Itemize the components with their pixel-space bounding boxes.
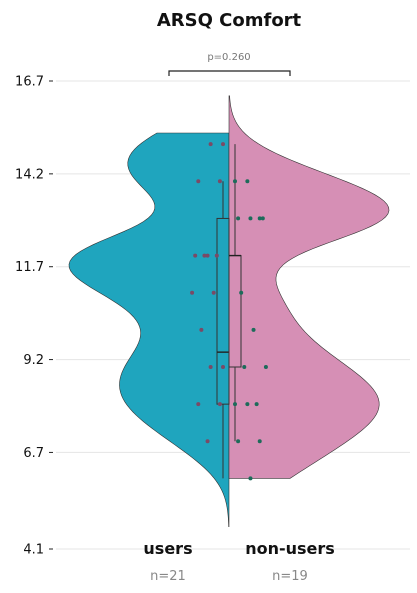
point-layer xyxy=(190,142,268,481)
box-users xyxy=(216,217,230,405)
data-point-non-users xyxy=(251,327,256,332)
data-point-users xyxy=(196,179,201,184)
y-tick-label: 11.7 xyxy=(15,260,44,275)
data-point-non-users xyxy=(236,216,241,221)
data-point-users xyxy=(205,253,210,258)
count-label-users: n=21 xyxy=(150,569,186,584)
y-tick-layer: 4.1 6.7 9.2 11.7 14.2 16.7 xyxy=(15,75,53,558)
data-point-non-users xyxy=(260,216,265,221)
y-tick-label: 6.7 xyxy=(23,446,44,461)
box-layer xyxy=(216,144,242,479)
data-point-non-users xyxy=(257,439,262,444)
data-point-non-users xyxy=(233,402,237,407)
data-point-users xyxy=(196,402,201,407)
data-point-users xyxy=(199,327,204,332)
y-tick-label: 9.2 xyxy=(23,353,44,368)
data-point-non-users xyxy=(263,365,268,369)
count-label-non-users: n=19 xyxy=(272,569,308,584)
data-point-users xyxy=(214,253,219,258)
data-point-non-users xyxy=(242,365,247,369)
data-point-users xyxy=(208,142,213,147)
violin-layer xyxy=(68,95,390,528)
p-value-label: p=0.260 xyxy=(207,52,250,63)
data-point-users xyxy=(217,179,222,184)
data-point-users xyxy=(193,253,198,258)
significance-bracket-line xyxy=(168,70,291,76)
data-point-non-users xyxy=(233,179,237,184)
data-point-users xyxy=(208,365,213,369)
data-point-users xyxy=(205,439,210,444)
data-point-users xyxy=(190,290,195,295)
category-label-non-users: non-users xyxy=(245,539,335,558)
data-point-non-users xyxy=(248,216,253,221)
data-point-users xyxy=(211,290,216,295)
significance-bracket: p=0.260 xyxy=(168,52,291,76)
violin-non-users xyxy=(228,95,390,479)
y-tick-label: 14.2 xyxy=(15,167,44,182)
data-point-users xyxy=(202,253,207,258)
y-tick-label: 16.7 xyxy=(15,75,44,90)
chart-title: ARSQ Comfort xyxy=(157,10,302,31)
box-non-users xyxy=(228,255,242,368)
category-label-users: users xyxy=(143,539,192,558)
data-point-non-users xyxy=(248,476,253,481)
data-point-non-users xyxy=(245,402,250,407)
violin-users xyxy=(68,132,230,528)
data-point-users xyxy=(221,142,225,147)
data-point-non-users xyxy=(245,179,250,184)
data-point-non-users xyxy=(239,290,244,295)
data-point-non-users xyxy=(257,216,262,221)
y-tick-label: 4.1 xyxy=(23,543,44,558)
data-point-users xyxy=(217,402,222,407)
data-point-non-users xyxy=(254,402,259,407)
data-point-non-users xyxy=(236,439,241,444)
data-point-users xyxy=(221,365,225,369)
